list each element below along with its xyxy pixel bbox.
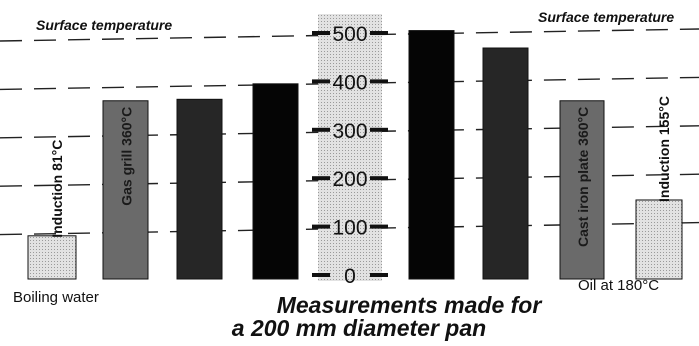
surface-temperature-label-right: Surface temperature <box>538 9 674 25</box>
tick-left-400 <box>312 79 330 84</box>
tick-label-300: 300 <box>332 120 367 143</box>
bar-label-1: Induction 81°C <box>49 140 65 238</box>
tick-left-0 <box>312 273 330 277</box>
bottom-label-oil: Oil at 180°C <box>578 277 659 294</box>
bar-6 <box>482 47 529 280</box>
axis-column-background <box>318 14 382 281</box>
tick-right-200 <box>370 176 388 181</box>
bar-5 <box>408 30 455 280</box>
y-axis-ticks: 0 100 200 300 400 500 <box>312 23 388 288</box>
bar-label-2: Gas grill 360°C <box>119 107 135 206</box>
bar-label-7: Cast iron plate 360°C <box>575 107 591 247</box>
surface-temperature-label-left: Surface temperature <box>36 17 172 33</box>
tick-left-100 <box>312 224 330 229</box>
bar-label-8: Induction 155°C <box>656 96 672 202</box>
caption-line-1: Measurements made for <box>277 292 543 318</box>
tick-right-0 <box>370 273 388 277</box>
bars-group: Induction 81°C Gas grill 360°C Cast iron p… <box>27 30 683 280</box>
bar-8 <box>635 199 683 280</box>
tick-label-500: 500 <box>332 23 367 46</box>
tick-right-500 <box>370 31 388 35</box>
bar-4 <box>252 83 299 280</box>
tick-label-0: 0 <box>344 265 356 288</box>
bar-7 <box>559 100 605 280</box>
tick-label-100: 100 <box>332 217 367 240</box>
tick-left-200 <box>312 176 330 181</box>
bar-3 <box>176 98 223 280</box>
caption-line-2: a 200 mm diameter pan <box>232 315 486 341</box>
tick-right-300 <box>370 127 388 132</box>
tick-left-300 <box>312 127 330 132</box>
tick-label-200: 200 <box>332 168 367 191</box>
tick-label-400: 400 <box>332 71 367 94</box>
tick-right-400 <box>370 79 388 84</box>
bar-1 <box>27 235 77 280</box>
bottom-label-boiling-water: Boiling water <box>13 289 99 306</box>
tick-left-500 <box>312 31 330 35</box>
tick-right-100 <box>370 224 388 229</box>
bar-2 <box>102 100 149 280</box>
